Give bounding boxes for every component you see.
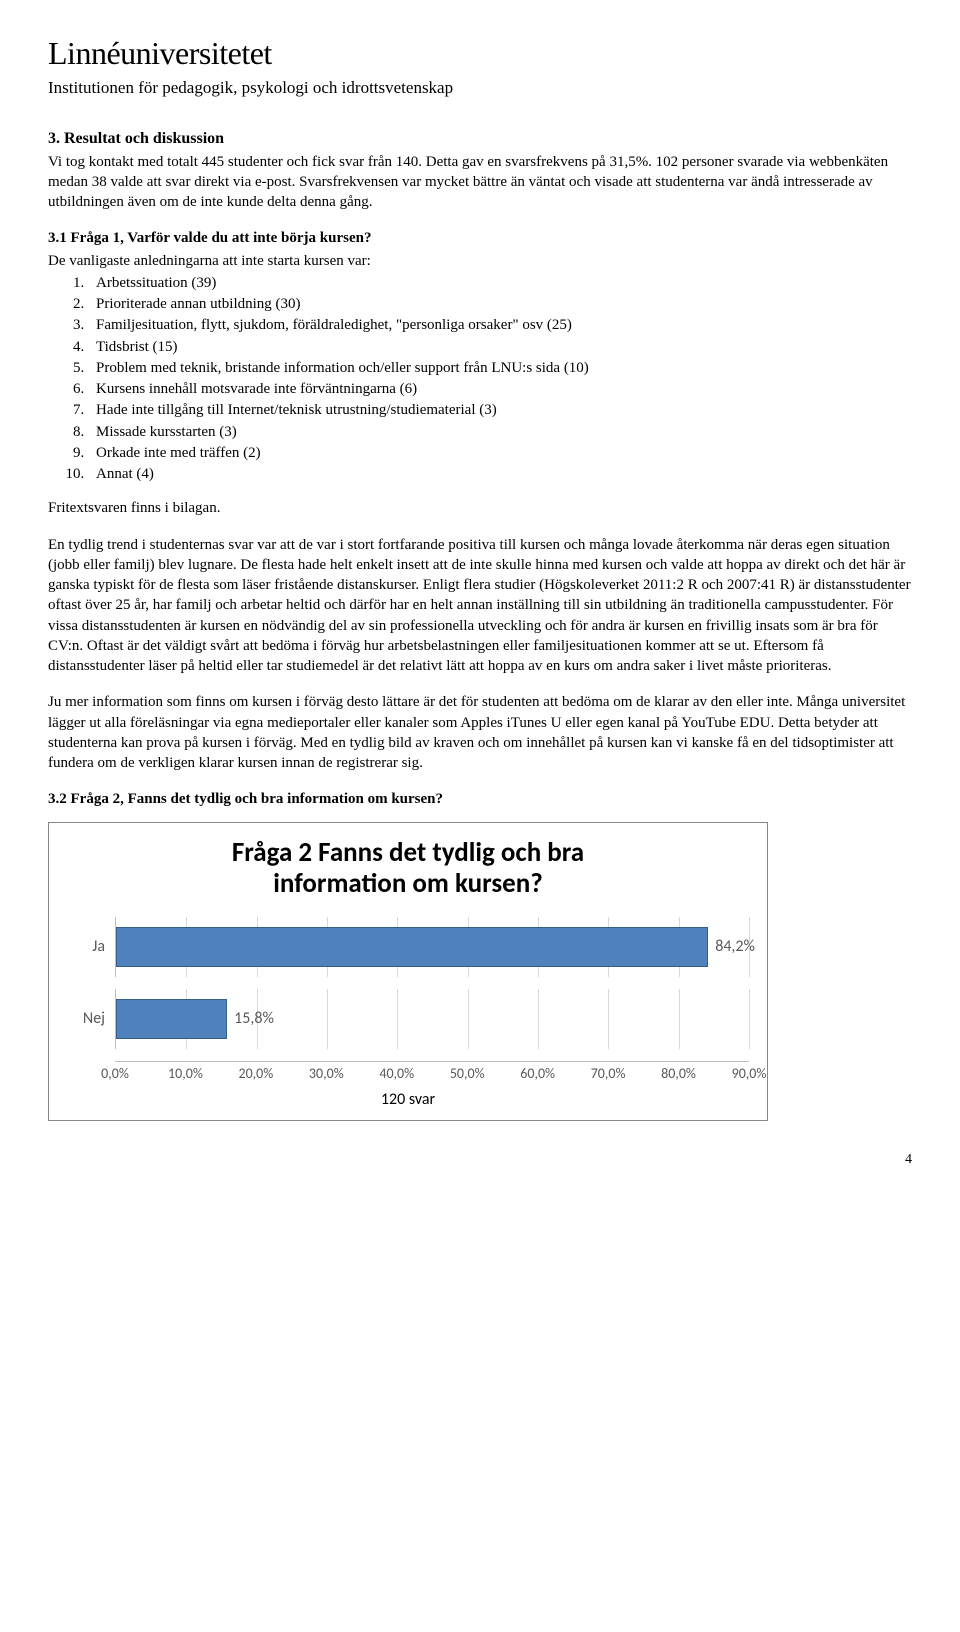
list-item: Orkade inte med träffen (2) bbox=[88, 443, 912, 463]
chart-bar-value: 84,2% bbox=[715, 936, 755, 958]
chart-x-tick: 0,0% bbox=[101, 1065, 129, 1084]
list-item: Problem med teknik, bristande informatio… bbox=[88, 358, 912, 378]
chart-x-tick: 10,0% bbox=[168, 1065, 203, 1084]
logo-subtitle: Institutionen för pedagogik, psykologi o… bbox=[48, 77, 912, 100]
section-heading: 3. Resultat och diskussion bbox=[48, 128, 912, 150]
chart-body: Ja84,2%Nej15,8% 0,0%10,0%20,0%30,0%40,0%… bbox=[67, 917, 749, 1111]
chart-bar: 84,2% bbox=[116, 927, 708, 967]
chart-x-tick: 80,0% bbox=[661, 1065, 696, 1084]
chart-row: Nej15,8% bbox=[67, 989, 749, 1049]
list-item: Annat (4) bbox=[88, 464, 912, 484]
list-item: Kursens innehåll motsvarade inte förvänt… bbox=[88, 379, 912, 399]
logo-name: Linnéuniversitetet bbox=[48, 32, 912, 75]
chart-row: Ja84,2% bbox=[67, 917, 749, 977]
q1-footnote: Fritextsvaren finns i bilagan. bbox=[48, 498, 912, 518]
discussion-para-2: Ju mer information som finns om kursen i… bbox=[48, 692, 912, 773]
chart-x-tick: 30,0% bbox=[309, 1065, 344, 1084]
discussion-para-1: En tydlig trend i studenternas svar var … bbox=[48, 535, 912, 677]
chart-plot-area: 84,2% bbox=[115, 917, 749, 977]
chart-x-tick: 90,0% bbox=[732, 1065, 767, 1084]
chart-x-tick: 70,0% bbox=[591, 1065, 626, 1084]
page-number: 4 bbox=[48, 1151, 912, 1170]
q2-heading: 3.2 Fråga 2, Fanns det tydlig och bra in… bbox=[48, 789, 912, 809]
q1-list: Arbetssituation (39) Prioriterade annan … bbox=[88, 273, 912, 485]
list-item: Hade inte tillgång till Internet/teknisk… bbox=[88, 400, 912, 420]
q1-heading: 3.1 Fråga 1, Varför valde du att inte bö… bbox=[48, 228, 912, 248]
chart-x-tick: 20,0% bbox=[238, 1065, 273, 1084]
chart-footer: 120 svar bbox=[67, 1089, 749, 1111]
section-para-1: Vi tog kontakt med totalt 445 studenter … bbox=[48, 152, 912, 213]
list-item: Prioriterade annan utbildning (30) bbox=[88, 294, 912, 314]
list-item: Arbetssituation (39) bbox=[88, 273, 912, 293]
chart-x-tick: 60,0% bbox=[520, 1065, 555, 1084]
chart-title-line2: information om kursen? bbox=[273, 867, 543, 900]
q1-intro: De vanligaste anledningarna att inte sta… bbox=[48, 251, 912, 271]
chart-plot-area: 15,8% bbox=[115, 989, 749, 1049]
list-item: Familjesituation, flytt, sjukdom, föräld… bbox=[88, 315, 912, 335]
list-item: Missade kursstarten (3) bbox=[88, 422, 912, 442]
chart-category-label: Ja bbox=[67, 936, 115, 958]
chart-x-axis: 0,0%10,0%20,0%30,0%40,0%50,0%60,0%70,0%8… bbox=[115, 1061, 749, 1083]
chart-title: Fråga 2 Fanns det tydlig och bra informa… bbox=[67, 837, 749, 899]
list-item: Tidsbrist (15) bbox=[88, 337, 912, 357]
chart-category-label: Nej bbox=[67, 1008, 115, 1030]
q2-chart: Fråga 2 Fanns det tydlig och bra informa… bbox=[48, 822, 768, 1122]
chart-bar: 15,8% bbox=[116, 999, 227, 1039]
chart-x-tick: 40,0% bbox=[379, 1065, 414, 1084]
chart-x-tick: 50,0% bbox=[450, 1065, 485, 1084]
chart-bar-value: 15,8% bbox=[234, 1008, 274, 1030]
chart-title-line1: Fråga 2 Fanns det tydlig och bra bbox=[232, 836, 584, 869]
